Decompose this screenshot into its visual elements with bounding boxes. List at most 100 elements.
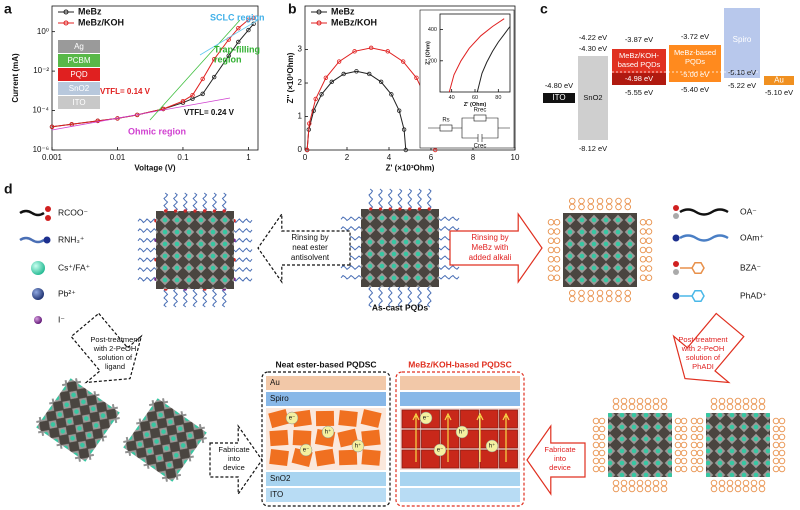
ligand-ring [615, 295, 622, 303]
bar-label: MeBz-based [674, 48, 716, 57]
ligand-ring [645, 219, 653, 226]
data-point [246, 27, 251, 33]
pqd-grain [269, 429, 289, 447]
ligand [182, 288, 188, 308]
arrow-text: Rinsing by [471, 233, 508, 242]
ligand-ring [772, 417, 780, 425]
chain [19, 236, 45, 244]
ligand [397, 188, 403, 210]
x-tick-label: 2 [345, 153, 350, 162]
x-tick-label: 80 [495, 95, 501, 101]
process-arrow [257, 212, 351, 284]
pqd-grain [460, 449, 479, 469]
ligand [417, 286, 422, 308]
ligand-ring [690, 465, 698, 473]
ligand [233, 227, 253, 234]
ligand-ring [696, 457, 704, 465]
ligand-ring [772, 465, 780, 473]
energy-label: -5.00 eV [681, 70, 709, 79]
atom [45, 215, 51, 221]
capacitor [477, 134, 483, 142]
fit-line [51, 97, 231, 131]
ligand-ring [660, 485, 668, 493]
carrier-path [444, 412, 452, 462]
arrow-text: Fabricate [544, 445, 575, 454]
series-line [448, 18, 505, 93]
ligand-ring [674, 441, 682, 449]
ligand-ring [587, 295, 594, 303]
ligand [340, 226, 362, 231]
crystal [123, 398, 207, 482]
data-point [307, 121, 312, 126]
layer-label: Au [270, 378, 280, 387]
arrow-text: Post-treatment [678, 335, 728, 344]
ligand-ring [742, 397, 750, 405]
pqd-grain [401, 429, 421, 449]
ligand-ring [660, 403, 668, 411]
atom [45, 206, 51, 212]
ligand-ring [696, 465, 704, 473]
ito-layer [266, 488, 386, 502]
x-tick-label: 40 [449, 95, 455, 101]
ligand-ring [569, 203, 576, 211]
arrow-text: solution of [98, 353, 133, 362]
ligand [438, 274, 460, 280]
ligand-ring [750, 485, 758, 493]
ligand [211, 288, 218, 308]
ligand-ring [652, 479, 660, 487]
energy-label: -4.80 eV [545, 81, 573, 90]
x-tick-label: 8 [471, 153, 476, 162]
legend-marker [316, 9, 322, 15]
ligand-ring [605, 197, 613, 205]
resistor [439, 124, 453, 132]
y-tick-label: 1 [298, 112, 303, 121]
ligand-ring [598, 465, 606, 473]
legend-label: I⁻ [58, 314, 65, 324]
ligand [137, 218, 157, 224]
data-point [368, 45, 374, 51]
ligand [407, 286, 413, 308]
arrow-text: device [549, 463, 571, 472]
ligand-ring [612, 485, 620, 493]
ligand-ring [742, 403, 750, 411]
arrow-text: into [554, 454, 566, 463]
process-arrow [672, 312, 745, 384]
device-layer [58, 68, 100, 81]
ito-bar [543, 93, 575, 103]
pqd-grain [440, 429, 460, 449]
carrier-label: e⁻ [303, 448, 310, 454]
ligand-ring [696, 441, 704, 449]
quantum-dot [547, 197, 653, 303]
y-tick-label: 10⁻² [33, 66, 49, 75]
x-axis-label: Z' (Ohm) [464, 102, 487, 108]
ligand-ring [758, 397, 766, 405]
data-point [323, 75, 329, 80]
ligand-ring [778, 457, 786, 465]
energy-label: -5.55 eV [625, 88, 653, 97]
legend-marker [63, 9, 69, 15]
ligand-ring [598, 449, 606, 457]
ligand-ring [615, 289, 622, 297]
bar-label: SnO2 [583, 93, 602, 102]
au-layer [400, 376, 520, 390]
data-point [180, 98, 186, 104]
legend-label: RNH₃⁺ [58, 234, 85, 244]
ligand-ring [553, 274, 561, 282]
legend-label: OA⁻ [740, 206, 757, 216]
carrier [455, 425, 469, 439]
ligand [137, 237, 157, 243]
ligand [172, 288, 179, 308]
layer-label: SnO2 [69, 84, 90, 93]
au-layer [266, 376, 386, 390]
ligand-ring [592, 465, 600, 473]
ligand-ring [652, 485, 660, 493]
ligand [192, 288, 198, 308]
ligand-ring [553, 255, 561, 263]
data-point [251, 15, 256, 21]
ligand-ring [547, 274, 555, 282]
ligand-ring [624, 203, 632, 211]
ligand-ring [726, 479, 734, 487]
ligand-ring [758, 479, 766, 487]
ligand-ring [628, 403, 636, 411]
ligand-ring [726, 403, 734, 411]
